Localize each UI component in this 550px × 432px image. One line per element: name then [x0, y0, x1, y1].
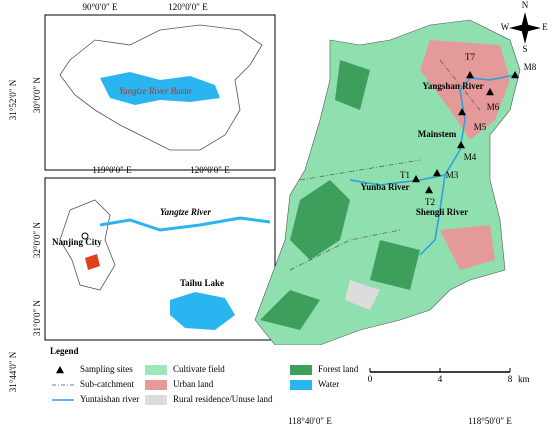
lat-label: 31°52′0″ N: [8, 79, 18, 120]
site-marker: [412, 175, 420, 183]
river-label: Shengli River: [416, 207, 468, 217]
lon-label: 118°50′0″ E: [468, 416, 512, 426]
scale-unit: km: [518, 374, 530, 384]
legend-label: Yuntaishan river: [80, 394, 139, 404]
site-marker: [458, 108, 466, 116]
compass-label: N: [522, 0, 529, 10]
site-label: T1: [400, 170, 410, 180]
site-marker: [425, 186, 433, 194]
lon-label: 118°40′0″ E: [288, 416, 332, 426]
lat-label: 31°0′0″ N: [32, 299, 42, 336]
basin: [100, 72, 220, 105]
site-label: T2: [425, 197, 435, 207]
legend-swatch: [145, 380, 167, 390]
legend-swatch: [290, 380, 312, 390]
legend-label: Rural residence/Unuse land: [173, 394, 273, 404]
legend-label: Cultivate field: [173, 364, 225, 374]
river-label: Yangshan River: [422, 81, 483, 91]
legend-label: Sampling sites: [80, 364, 133, 374]
site-marker: [486, 88, 494, 96]
city-label: Nanjing City: [52, 237, 102, 247]
basin-label: Yangtze River Basin: [119, 86, 192, 96]
legend-label: Sub-catchment: [80, 379, 134, 389]
site-label: M6: [487, 102, 500, 112]
lon-label: 119°0′0″ E: [92, 165, 132, 175]
river: [349, 74, 516, 256]
taihu: [170, 292, 235, 330]
nanjing-outline: [59, 199, 116, 291]
legend-box: [45, 345, 535, 412]
catchment: [85, 254, 100, 270]
lon-label: 90°0′0″ E: [82, 2, 118, 12]
river-label: Yunba River: [361, 182, 410, 192]
lat-label: 31°44′0″ N: [8, 351, 18, 392]
river-label: Mainstem: [418, 129, 457, 139]
site-marker: [56, 366, 64, 374]
site-marker: [457, 141, 465, 149]
legend-swatch: [145, 365, 167, 375]
legend-label: Forest land: [318, 364, 359, 374]
scale-label: 4: [438, 374, 443, 384]
rural: [345, 280, 380, 310]
site-marker: [433, 169, 441, 177]
river-label: Yangtze River: [160, 207, 211, 217]
legend-swatch: [290, 365, 312, 375]
city-marker: [81, 232, 89, 240]
site-marker: [511, 71, 519, 79]
site-label: M5: [474, 122, 487, 132]
forest: [260, 60, 420, 330]
compass-label: W: [501, 22, 510, 32]
lake-label: Taihu Lake: [180, 278, 224, 288]
site-label: M4: [464, 152, 477, 162]
lon-label: 120°0′0″ E: [168, 2, 208, 12]
legend-title: Legend: [50, 346, 79, 356]
urban: [420, 40, 510, 270]
site-label: T7: [465, 52, 475, 62]
legend-label: Urban land: [173, 379, 214, 389]
yangtze: [99, 216, 271, 232]
compass-label: S: [522, 44, 527, 54]
scale-label: 0: [368, 374, 373, 384]
legend-swatch: [145, 395, 167, 405]
compass-label: E: [542, 22, 548, 32]
lat-label: 30°0′0″ N: [32, 76, 42, 113]
lat-label: 32°0′0″ N: [32, 221, 42, 258]
site-label: M8: [524, 62, 537, 72]
lon-label: 120°0′0″ E: [190, 165, 230, 175]
legend-label: Water: [318, 379, 339, 389]
site-marker: [466, 71, 474, 79]
compass: [509, 12, 541, 44]
site-label: M3: [446, 170, 459, 180]
sub-catchment: [289, 59, 481, 271]
scale-label: 8: [508, 374, 513, 384]
